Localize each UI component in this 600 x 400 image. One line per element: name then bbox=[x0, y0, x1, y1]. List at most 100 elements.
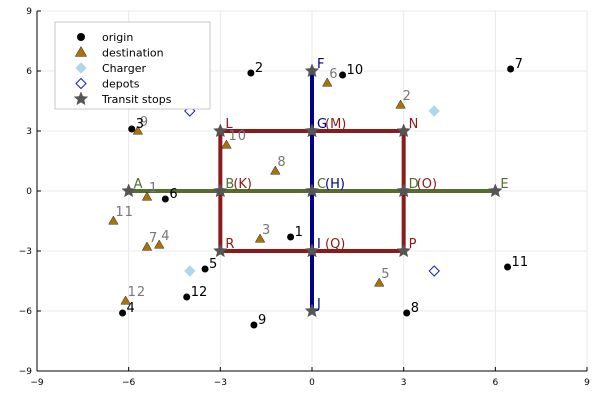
transit-stop-label: L bbox=[225, 117, 233, 132]
legend-label: destination bbox=[102, 47, 164, 60]
destination-marker bbox=[120, 295, 131, 305]
origin-label: 11 bbox=[512, 255, 529, 270]
transit-stop-label: (Q) bbox=[325, 237, 345, 252]
transit-stop-marker bbox=[396, 183, 411, 198]
destination-marker bbox=[374, 277, 385, 287]
x-tick-label: 3 bbox=[401, 378, 407, 388]
transit-stop-label: F bbox=[317, 57, 324, 72]
origin-label: 10 bbox=[347, 63, 364, 78]
transit-stop-marker bbox=[304, 63, 320, 78]
origin-marker bbox=[250, 321, 258, 329]
destination-marker bbox=[254, 233, 266, 243]
transit-stop-label: (O) bbox=[417, 177, 437, 192]
transit-stop-label: A bbox=[134, 177, 143, 192]
destination-marker bbox=[141, 191, 153, 201]
x-tick-label: 9 bbox=[584, 378, 590, 388]
destination-label: 4 bbox=[161, 229, 170, 244]
destination-marker bbox=[221, 139, 232, 149]
destination-label: 2 bbox=[403, 89, 412, 104]
transit-stop-label: B bbox=[225, 177, 234, 192]
charger-marker bbox=[428, 105, 440, 117]
transit-stop-label: (K) bbox=[233, 177, 252, 192]
legend-marker-charger bbox=[75, 62, 87, 74]
origin-marker bbox=[339, 71, 347, 79]
transit-stop-marker bbox=[121, 183, 136, 198]
origin-marker bbox=[403, 309, 411, 317]
destination-marker bbox=[270, 165, 281, 175]
legend-label: depots bbox=[102, 78, 140, 91]
legend-label: Transit stops bbox=[101, 93, 172, 106]
origin-label: 6 bbox=[169, 187, 177, 202]
destination-label: 11 bbox=[115, 205, 134, 220]
origin-marker bbox=[247, 69, 255, 77]
markers bbox=[108, 63, 515, 329]
origin-marker bbox=[287, 233, 295, 241]
transit-stop-label: D bbox=[409, 177, 419, 192]
destination-label: 6 bbox=[329, 67, 338, 82]
destination-label: 9 bbox=[140, 115, 149, 130]
destination-marker bbox=[395, 99, 406, 109]
y-tick-label: −3 bbox=[19, 247, 32, 257]
transit-stop-label: N bbox=[409, 117, 419, 132]
y-tick-label: 0 bbox=[26, 187, 32, 197]
destination-label: 7 bbox=[149, 231, 158, 246]
transit-stop-marker bbox=[304, 183, 320, 198]
depot-marker bbox=[428, 265, 440, 277]
legend-label: Charger bbox=[102, 62, 146, 75]
transit-stop-marker bbox=[304, 123, 320, 138]
origin-marker bbox=[504, 263, 512, 271]
origin-label: 1 bbox=[295, 225, 303, 240]
origin-marker bbox=[119, 309, 127, 317]
legend: origin destination Charger depots Transit st… bbox=[54, 21, 211, 110]
axes: −9 −6 −3 0 3 6 9 −9 −6 −3 0 3 6 9 bbox=[19, 7, 590, 388]
legend-marker-origin bbox=[77, 33, 85, 41]
transit-stop-marker bbox=[396, 243, 411, 258]
transit-stop-label: E bbox=[500, 177, 508, 192]
transit-stop-label: I bbox=[317, 237, 321, 252]
destination-label: 5 bbox=[381, 267, 390, 282]
y-tick-label: 9 bbox=[26, 7, 32, 17]
destination-label: 1 bbox=[149, 181, 158, 196]
x-tick-label: −6 bbox=[122, 378, 136, 388]
origin-marker bbox=[183, 293, 191, 301]
transit-stop-label: C bbox=[317, 177, 326, 192]
origin-label: 4 bbox=[127, 301, 135, 316]
transit-stop-marker bbox=[213, 243, 228, 258]
destination-label: 10 bbox=[228, 129, 247, 144]
destination-marker bbox=[132, 125, 143, 135]
y-tick-label: 3 bbox=[26, 127, 32, 137]
origin-label: 5 bbox=[209, 257, 217, 272]
legend-marker-destination bbox=[74, 46, 88, 57]
transit-stop-marker bbox=[213, 123, 228, 138]
origin-label: 7 bbox=[515, 57, 523, 72]
destination-marker bbox=[154, 239, 165, 249]
charger-marker bbox=[184, 265, 196, 277]
transit-stop-label: R bbox=[225, 237, 234, 252]
legend-marker-transit bbox=[73, 91, 89, 106]
y-tick-label: 6 bbox=[26, 67, 32, 77]
transit-stop-marker bbox=[488, 183, 503, 198]
origin-marker bbox=[128, 125, 136, 133]
origin-label: 9 bbox=[258, 313, 266, 328]
transit-stop-marker bbox=[213, 183, 228, 198]
y-tick-label: −6 bbox=[19, 307, 33, 317]
transit-stop-marker bbox=[396, 123, 411, 138]
x-tick-label: −9 bbox=[30, 378, 44, 388]
destination-marker bbox=[108, 215, 119, 225]
y-tick-label: −9 bbox=[19, 367, 33, 377]
transit-stop-label: (M) bbox=[325, 117, 346, 132]
destination-marker bbox=[141, 241, 153, 251]
origin-marker bbox=[507, 65, 515, 73]
legend-marker-depots bbox=[75, 77, 87, 90]
origin-label: 2 bbox=[255, 61, 263, 76]
destination-label: 3 bbox=[262, 223, 271, 238]
origin-label: 12 bbox=[191, 285, 208, 300]
origin-marker bbox=[201, 265, 209, 273]
origin-marker bbox=[161, 195, 169, 203]
transit-stop-marker bbox=[304, 303, 320, 318]
x-tick-label: 0 bbox=[309, 378, 315, 388]
transit-stop-label: P bbox=[409, 237, 417, 252]
legend-label: origin bbox=[102, 31, 133, 44]
